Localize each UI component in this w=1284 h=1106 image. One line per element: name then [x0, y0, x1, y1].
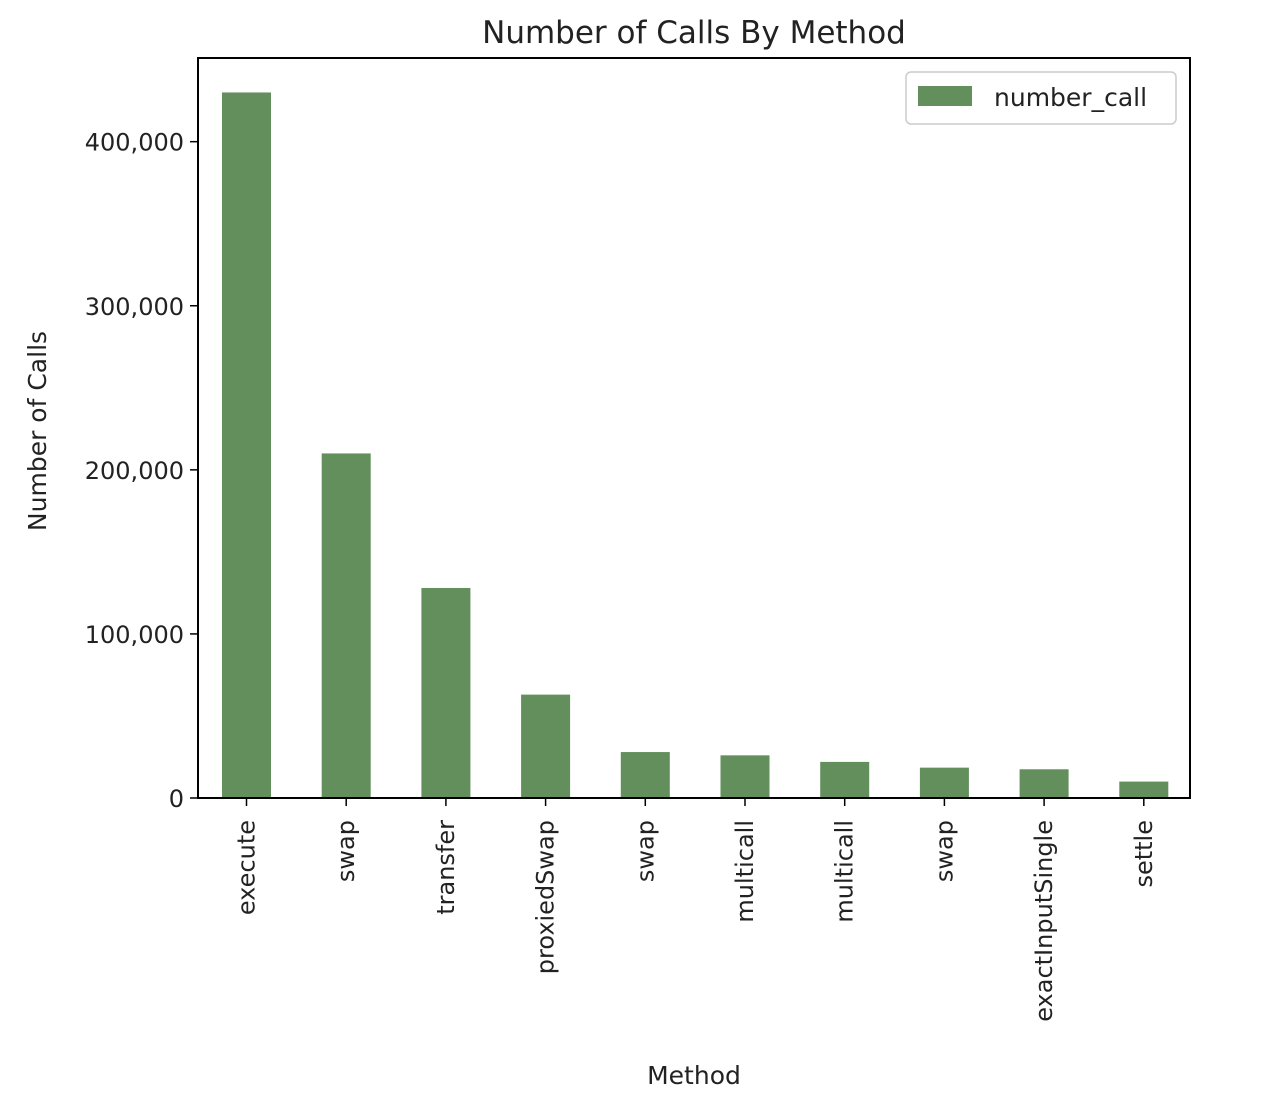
- legend-box: [905, 71, 1177, 125]
- y-axis-ticks: 0 100,000 200,000 300,000 400,000: [85, 129, 198, 813]
- legend-label: number_call: [994, 83, 1147, 112]
- bar-swap-7: [919, 767, 969, 798]
- plot-frame: [197, 57, 1191, 799]
- bar-swap-1: [321, 453, 371, 798]
- x-tick-label: multicall: [731, 820, 759, 923]
- bar-exactinputsingle-8: [1019, 769, 1069, 798]
- legend-swatch: [918, 86, 972, 106]
- chart-title: Number of Calls By Method: [482, 15, 906, 51]
- bar-multicall-6: [820, 761, 870, 798]
- bar-swap-4: [620, 752, 670, 798]
- x-tick-label: swap: [930, 820, 958, 882]
- y-tick-label: 0: [169, 785, 184, 813]
- bar-proxiedswap-3: [521, 694, 571, 798]
- x-axis-ticks: execute swap transfer proxiedSwap swap multic…: [233, 798, 1158, 1022]
- y-tick-label: 200,000: [85, 457, 184, 485]
- x-tick-label: settle: [1130, 820, 1158, 888]
- x-tick-label: execute: [233, 820, 261, 915]
- x-tick-label: swap: [332, 820, 360, 882]
- legend: number_call: [905, 71, 1177, 125]
- x-tick-label: transfer: [432, 820, 460, 915]
- bar-multicall-5: [720, 755, 770, 798]
- y-axis-label: Number of Calls: [23, 331, 52, 531]
- y-tick-label: 100,000: [85, 621, 184, 649]
- x-tick-label: swap: [631, 820, 659, 882]
- bar-settle-9: [1119, 781, 1169, 798]
- bar-execute-0: [222, 92, 271, 798]
- x-tick-label: exactInputSingle: [1030, 820, 1058, 1022]
- x-axis-label: Method: [647, 1061, 741, 1090]
- x-tick-label: multicall: [831, 820, 859, 923]
- bar-transfer-2: [421, 587, 471, 798]
- bars-group: [222, 92, 1169, 798]
- x-tick-label: proxiedSwap: [532, 820, 560, 974]
- y-tick-label: 400,000: [85, 129, 184, 157]
- y-tick-label: 300,000: [85, 293, 184, 321]
